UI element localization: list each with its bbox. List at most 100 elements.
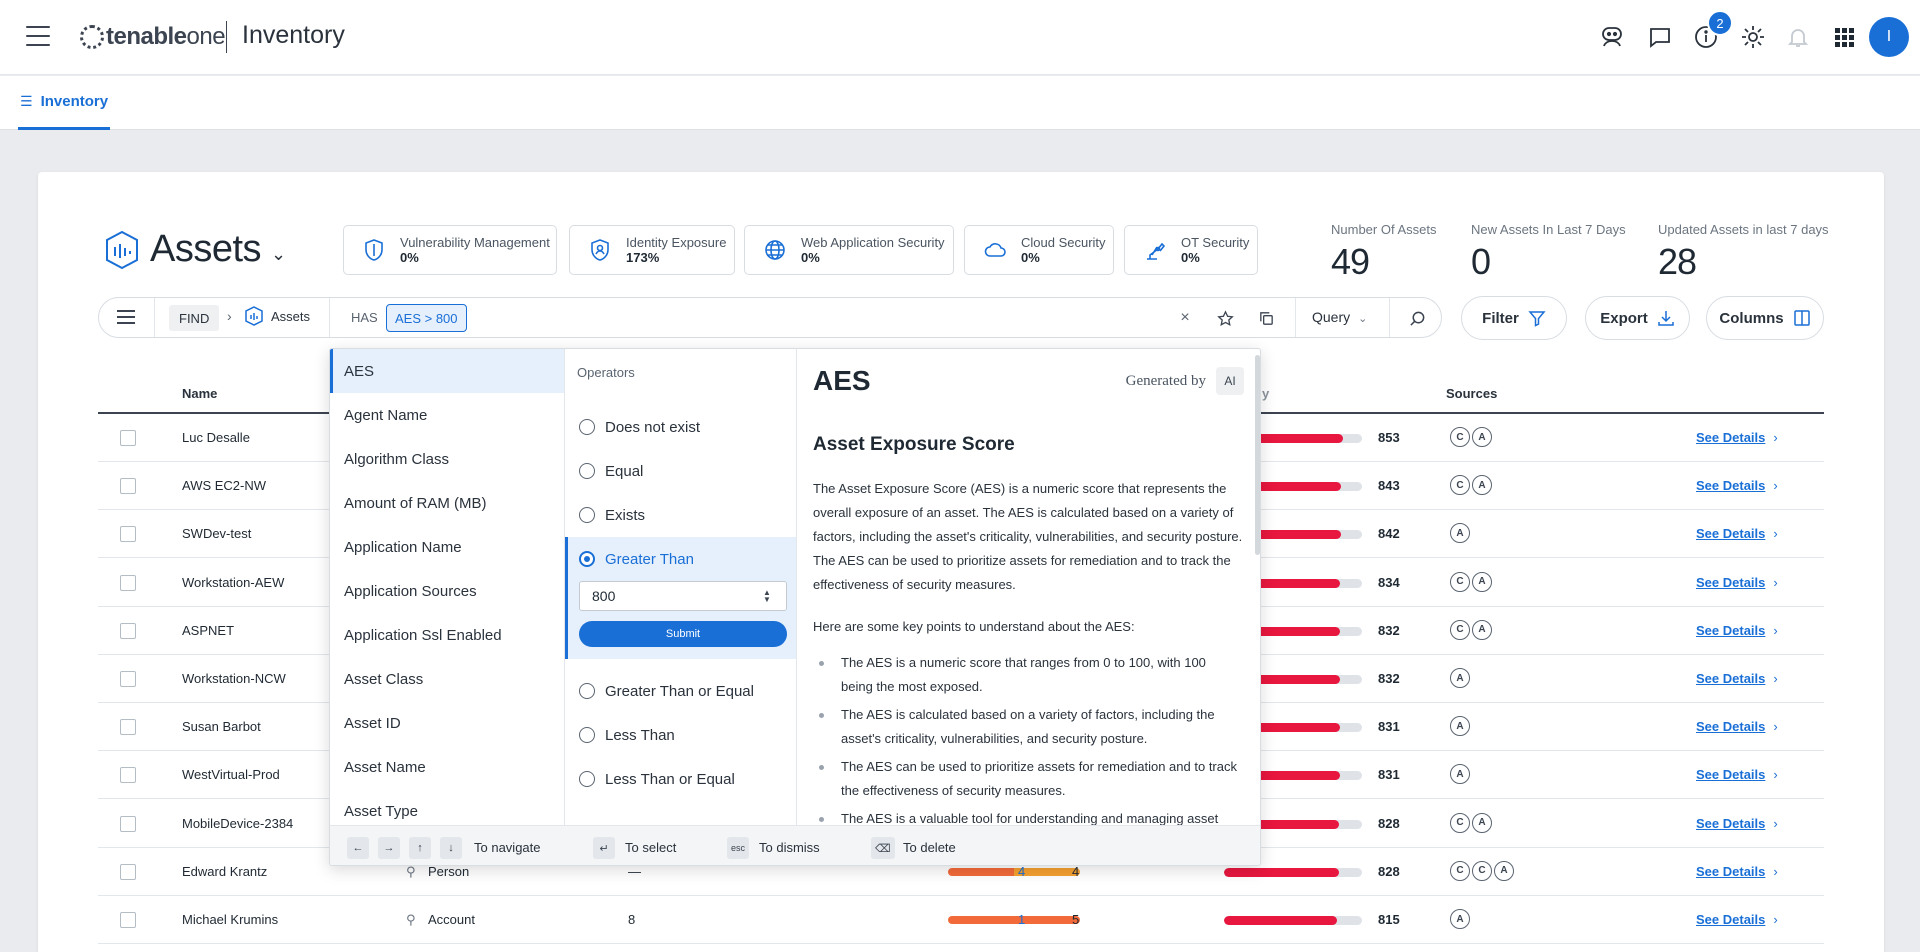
property-item[interactable]: Agent Name xyxy=(344,406,428,424)
chevron-right-icon: › xyxy=(1773,622,1778,638)
property-item[interactable]: Application Name xyxy=(344,538,462,556)
operator-greater-than-or-equal[interactable]: Greater Than or Equal xyxy=(565,669,797,713)
property-item[interactable]: Application Ssl Enabled xyxy=(344,626,502,644)
row-checkbox[interactable] xyxy=(120,622,136,639)
row-checkbox[interactable] xyxy=(120,478,136,495)
description-scrollbar[interactable] xyxy=(1255,355,1260,555)
see-details-link[interactable]: See Details › xyxy=(1696,912,1778,927)
property-item[interactable]: Asset Type xyxy=(344,802,418,820)
submit-button[interactable]: Submit xyxy=(579,621,787,647)
table-row[interactable]: Michael Krumins ⚲ Account 8 1 5 815 A See Detail… xyxy=(98,896,1824,944)
property-item[interactable]: Application Sources xyxy=(344,582,477,600)
shield-icon xyxy=(365,239,383,261)
row-checkbox[interactable] xyxy=(120,863,136,880)
table-row[interactable]: Edward Krantz ⚲ Person —4 4 828 C C A See Details… xyxy=(98,848,1824,896)
operator-less-than[interactable]: Less Than xyxy=(565,713,797,757)
query-bar: FIND › Assets HAS AES > 800 × Query ⌄ xyxy=(98,297,1442,338)
star-icon[interactable] xyxy=(1215,308,1235,328)
apps-grid-icon[interactable] xyxy=(1831,24,1857,50)
query-mode-select[interactable]: Query ⌄ xyxy=(1312,309,1367,325)
bell-icon[interactable] xyxy=(1785,24,1811,50)
source-icon: A xyxy=(1472,812,1492,833)
see-details-link[interactable]: See Details › xyxy=(1696,575,1778,590)
clear-icon[interactable]: × xyxy=(1180,309,1190,326)
row-checkbox[interactable] xyxy=(120,767,136,784)
operator-does-not-exist[interactable]: Does not exist xyxy=(565,405,797,449)
tile-identity-exposure[interactable]: Identity Exposure 173% xyxy=(569,225,735,275)
chevron-right-icon: › xyxy=(1773,478,1778,494)
user-avatar[interactable]: I xyxy=(1869,17,1909,57)
source-icon: A xyxy=(1472,475,1492,496)
tenable-one-logo[interactable]: tenableone xyxy=(80,20,226,54)
operator-less-than-or-equal[interactable]: Less Than or Equal xyxy=(565,757,797,801)
column-header-sources[interactable]: Sources xyxy=(1446,386,1498,401)
acr-bar xyxy=(948,867,1080,876)
asset-name[interactable]: Michael Krumins xyxy=(182,912,279,927)
tile-ot-security[interactable]: OT Security 0% xyxy=(1124,225,1258,275)
asset-exposures[interactable]: 1 xyxy=(1018,912,1026,927)
row-checkbox[interactable] xyxy=(120,671,136,687)
row-checkbox[interactable] xyxy=(120,815,136,832)
source-icon: A xyxy=(1450,668,1470,688)
see-details-link[interactable]: See Details › xyxy=(1696,478,1778,493)
see-details-link[interactable]: See Details › xyxy=(1696,526,1778,541)
operator-exists[interactable]: Exists xyxy=(565,493,797,537)
property-item[interactable]: Asset ID xyxy=(344,714,401,732)
chevron-down-icon[interactable]: ⌄ xyxy=(271,244,287,264)
query-menu-button[interactable] xyxy=(117,310,135,324)
tile-vulnerability-management[interactable]: Vulnerability Management 0% xyxy=(343,225,557,275)
asset-type: Person xyxy=(428,863,470,879)
asset-name[interactable]: WestVirtual-Prod xyxy=(182,767,280,783)
row-checkbox[interactable] xyxy=(120,430,136,446)
assistant-icon[interactable] xyxy=(1599,24,1625,50)
property-item[interactable]: AES xyxy=(330,349,564,393)
search-icon[interactable] xyxy=(1407,308,1427,328)
value-number-input[interactable] xyxy=(579,581,787,611)
tile-cloud-security[interactable]: Cloud Security 0% xyxy=(964,225,1114,275)
export-button[interactable]: Export xyxy=(1585,296,1690,340)
filter-button[interactable]: Filter xyxy=(1461,296,1567,340)
asset-name[interactable]: MobileDevice-2384 xyxy=(182,815,294,831)
asset-name[interactable]: Workstation-AEW xyxy=(182,574,285,590)
row-checkbox[interactable] xyxy=(120,912,136,928)
asset-exposures[interactable]: 4 xyxy=(1018,863,1026,879)
see-details-link[interactable]: See Details › xyxy=(1696,671,1778,686)
asset-name[interactable]: ASPNET xyxy=(182,622,235,638)
tab-inventory[interactable]: ☰ Inventory xyxy=(18,76,111,130)
stepper-icon[interactable]: ▲ ▼ xyxy=(763,588,771,604)
asset-name[interactable]: AWS EC2-NW xyxy=(182,478,267,494)
row-checkbox[interactable] xyxy=(120,719,136,736)
asset-name[interactable]: Workstation-NCW xyxy=(182,671,286,686)
property-item[interactable]: Amount of RAM (MB) xyxy=(344,494,487,512)
see-details-link[interactable]: See Details › xyxy=(1696,430,1778,445)
copy-icon[interactable] xyxy=(1256,308,1276,328)
asset-name[interactable]: Edward Krantz xyxy=(182,863,268,879)
asset-name[interactable]: Luc Desalle xyxy=(182,430,250,445)
see-details-link[interactable]: See Details › xyxy=(1696,864,1778,879)
gear-icon[interactable] xyxy=(1740,24,1766,50)
info-icon[interactable]: 2 xyxy=(1693,10,1733,50)
radio-icon xyxy=(579,419,595,435)
property-item[interactable]: Asset Name xyxy=(344,758,426,776)
tile-web-application-security[interactable]: Web Application Security 0% xyxy=(744,225,954,275)
asset-name[interactable]: SWDev-test xyxy=(182,526,252,542)
query-entity[interactable]: Assets xyxy=(245,306,310,326)
property-item[interactable]: Algorithm Class xyxy=(344,450,450,468)
see-details-link[interactable]: See Details › xyxy=(1696,623,1778,638)
column-header-name[interactable]: Name xyxy=(182,386,218,401)
asset-name[interactable]: Susan Barbot xyxy=(182,719,261,735)
operator-greater-than[interactable]: Greater Than xyxy=(565,537,797,581)
filter-chip-aes[interactable]: AES > 800 xyxy=(386,304,467,332)
property-item[interactable]: Asset Class xyxy=(344,670,424,688)
find-chip[interactable]: FIND xyxy=(169,305,220,331)
main-menu-button[interactable] xyxy=(26,26,50,46)
see-details-link[interactable]: See Details › xyxy=(1696,816,1778,831)
row-checkbox[interactable] xyxy=(120,526,136,543)
see-details-link[interactable]: See Details › xyxy=(1696,767,1778,782)
row-checkbox[interactable] xyxy=(120,574,136,591)
chat-icon[interactable] xyxy=(1647,24,1673,50)
columns-button[interactable]: Columns xyxy=(1706,296,1824,340)
see-details-link[interactable]: See Details › xyxy=(1696,719,1778,734)
operator-equal[interactable]: Equal xyxy=(565,449,797,493)
